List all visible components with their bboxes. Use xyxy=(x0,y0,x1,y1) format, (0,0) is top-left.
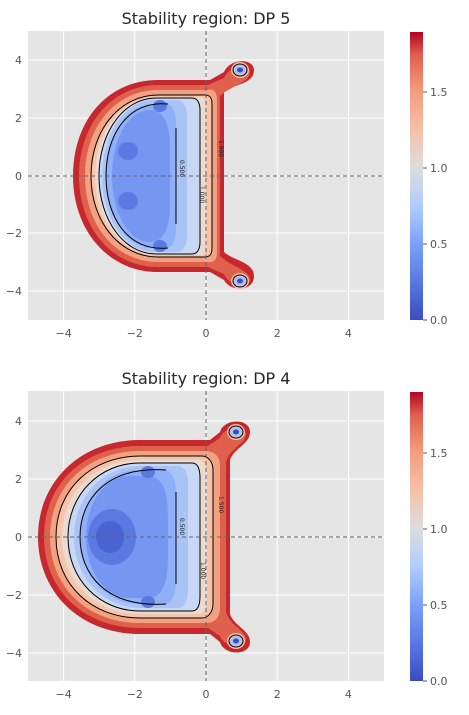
chart-panel-dp4: Stability region: DP 4 xyxy=(6,369,448,701)
x-tick-label: −4 xyxy=(55,327,71,340)
y-tick-label: 4 xyxy=(15,415,22,428)
x-tick-labels: −4 −2 0 2 4 xyxy=(55,688,351,701)
y-tick-labels: 4 2 0 −2 −4 xyxy=(6,54,22,298)
stability-region xyxy=(38,421,250,653)
x-tick-label: −4 xyxy=(55,688,71,701)
y-tick-label: −2 xyxy=(6,589,22,602)
colorbar-tick-label: 1.5 xyxy=(430,447,448,460)
y-tick-label: −4 xyxy=(6,285,22,298)
x-tick-label: 2 xyxy=(274,327,281,340)
colorbar-tick-label: 0.0 xyxy=(430,675,448,688)
contour-lines xyxy=(55,425,244,648)
lobe-bottom-contour xyxy=(228,634,244,648)
contour-label-1.5: 1.500 xyxy=(217,496,224,513)
colorbar-tick-label: 0.5 xyxy=(430,599,448,612)
x-tick-label: 2 xyxy=(274,688,281,701)
minimum-bottom xyxy=(141,596,155,608)
colorbar: 0.0 0.5 1.0 1.5 xyxy=(410,392,448,688)
minimum-bottom xyxy=(153,240,167,252)
y-tick-label: 4 xyxy=(15,54,22,67)
contour-label-1.5: 1.500 xyxy=(217,140,224,157)
y-tick-labels: 4 2 0 −2 −4 xyxy=(6,415,22,660)
lobe-top-core xyxy=(233,429,239,435)
minimum-upper-left xyxy=(118,142,138,160)
contour-1.5 xyxy=(90,94,213,258)
colorbar: 0.0 0.5 1.0 1.5 xyxy=(410,32,448,327)
colorbar-tick-label: 1.5 xyxy=(430,86,448,99)
contour-1.0 xyxy=(98,97,201,255)
contour-1.0 xyxy=(67,462,201,612)
minimum-lower-left xyxy=(118,192,138,210)
contour-label-1.0: 1.000 xyxy=(199,562,206,579)
chart-title: Stability region: DP 4 xyxy=(122,369,291,388)
minimum-top xyxy=(153,100,167,112)
contour-lines xyxy=(90,63,248,288)
minimum-top xyxy=(141,466,155,478)
minimum-center-core xyxy=(96,521,124,553)
lobe-top-contour xyxy=(232,63,248,77)
contour-label-0.5: 0.500 xyxy=(178,160,185,177)
colorbar-tick-label: 1.0 xyxy=(430,523,448,536)
lobe-top-contour xyxy=(228,425,244,439)
colorbar-tick-label: 0.0 xyxy=(430,314,448,327)
lobe-bottom-core xyxy=(237,278,243,284)
x-tick-label: −2 xyxy=(127,327,143,340)
lobe-bottom-core xyxy=(233,638,239,644)
x-tick-labels: −4 −2 0 2 4 xyxy=(55,327,351,340)
colorbar-tick-label: 1.0 xyxy=(430,162,448,175)
colorbar-gradient xyxy=(410,392,423,681)
x-tick-label: 4 xyxy=(345,688,352,701)
y-tick-label: 0 xyxy=(15,170,22,183)
y-tick-label: 2 xyxy=(15,112,22,125)
y-tick-label: 2 xyxy=(15,473,22,486)
colorbar-gradient xyxy=(410,32,423,320)
y-tick-label: 0 xyxy=(15,531,22,544)
contour-1.5 xyxy=(55,455,214,619)
chart-panel-dp5: Stability region: DP 5 xyxy=(6,9,448,340)
x-tick-label: 4 xyxy=(345,327,352,340)
y-tick-label: −4 xyxy=(6,647,22,660)
x-tick-label: −2 xyxy=(127,688,143,701)
chart-title: Stability region: DP 5 xyxy=(122,9,291,28)
lobe-bottom-contour xyxy=(232,274,248,288)
contour-label-0.5: 0.500 xyxy=(178,518,185,535)
contour-label-1.0: 1.000 xyxy=(198,186,205,203)
x-tick-label: 0 xyxy=(203,327,210,340)
y-tick-label: −2 xyxy=(6,227,22,240)
x-tick-label: 0 xyxy=(203,688,210,701)
lobe-top-core xyxy=(237,67,243,73)
colorbar-tick-label: 0.5 xyxy=(430,238,448,251)
